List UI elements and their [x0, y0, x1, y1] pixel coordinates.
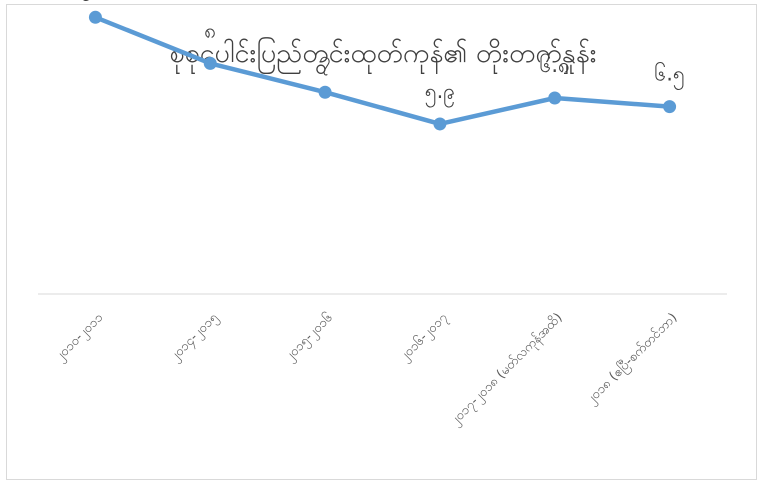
data-label: ၆.၈ — [540, 52, 571, 77]
data-label: ၉.၆ — [80, 0, 110, 1]
x-tick-label: ၂၀၁၈ (ဧပြီ-စက်တင်ဘာ) — [583, 310, 682, 409]
series-layer — [88, 10, 677, 131]
x-tick-label: ၂၀၁၇-၂၀၁၈ (မတ်လကုန်အထိ) — [447, 310, 567, 430]
data-point[interactable] — [88, 10, 102, 24]
x-tick-layer: ၂၀၁၀-၂၀၁၁ ၂၀၁၄-၂၀၁၅ ၂၀၁၅-၂၀၁၆ ၂၀၁၆-၂၀၁၇၂၀၁၇… — [52, 310, 682, 430]
series-line — [93, 15, 672, 127]
chart-frame — [6, 4, 757, 480]
data-point[interactable] — [433, 117, 447, 131]
x-tick-label: ၂၀၁၄-၂၀၁၅ — [167, 310, 222, 365]
data-point[interactable] — [663, 100, 677, 114]
data-label: ၈ — [204, 18, 216, 42]
data-label: ၅.၉ — [425, 79, 455, 108]
data-label: ၆.၅ — [654, 61, 684, 91]
x-tick-label: ၂၀၁၆-၂၀၁၇ — [396, 310, 452, 366]
data-point[interactable] — [203, 56, 217, 70]
chart-title: စုစုပေါင်းပြည်တွင်းထုတ်ကုန်၏ တိုးတက်နှုန… — [169, 36, 596, 74]
x-tick-label: ၂၀၁၅-၂၀၁၆ — [281, 310, 337, 366]
x-tick-label: ၂၀၁၀-၂၀၁၁ — [52, 310, 107, 365]
data-point[interactable] — [548, 91, 562, 105]
data-point[interactable] — [318, 85, 332, 99]
data-label: ၇ — [319, 47, 331, 76]
